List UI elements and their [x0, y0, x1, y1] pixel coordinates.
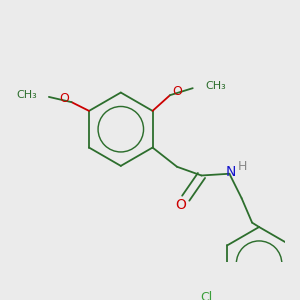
- Text: O: O: [60, 92, 70, 105]
- Text: CH₃: CH₃: [205, 81, 226, 92]
- Text: O: O: [172, 85, 182, 98]
- Text: H: H: [238, 160, 247, 173]
- Text: CH₃: CH₃: [16, 90, 37, 100]
- Text: N: N: [226, 165, 236, 179]
- Text: O: O: [175, 198, 186, 212]
- Text: Cl: Cl: [200, 291, 212, 300]
